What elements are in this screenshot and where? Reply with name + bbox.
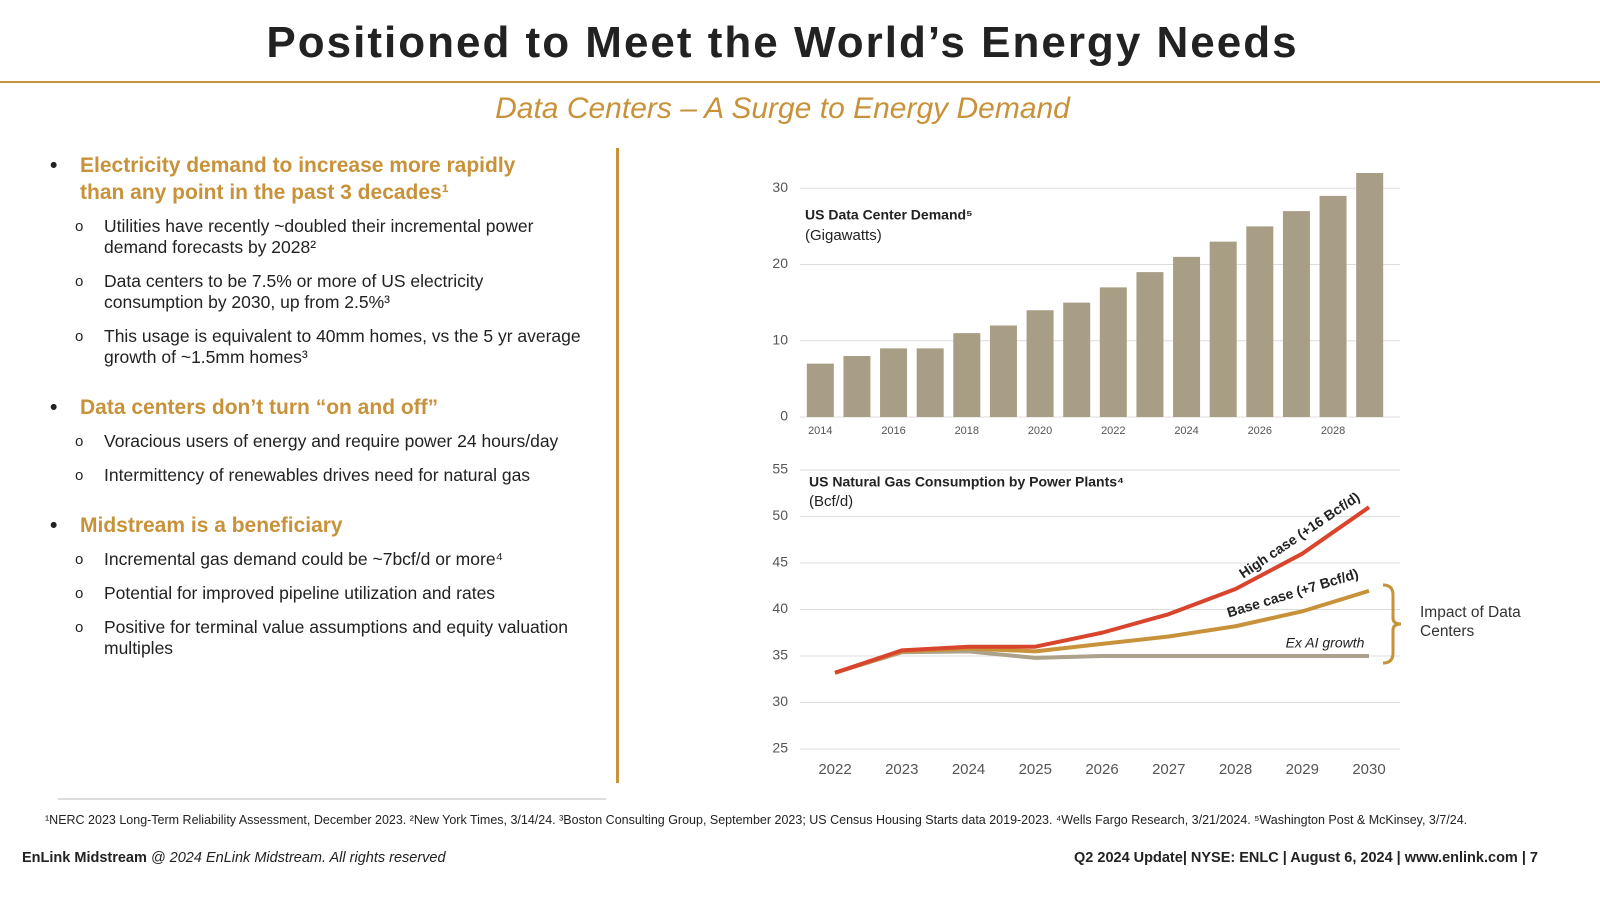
x-tick-label: 2024 — [952, 761, 985, 778]
line — [834, 649, 1369, 675]
x-tick-label: 2025 — [1019, 761, 1052, 778]
y-tick-label: 35 — [772, 647, 788, 663]
y-tick-label: 45 — [772, 554, 788, 570]
bar — [880, 348, 908, 417]
x-tick-label: 2030 — [1352, 761, 1385, 778]
chart-subtitle: (Gigawatts) — [805, 227, 882, 244]
series-label: High case (+16 Bcf/d) — [1236, 489, 1363, 582]
bullet-group: Electricity demand to increase more rapi… — [50, 152, 590, 368]
bullet-group: Midstream is a beneficiary Incremental ga… — [50, 512, 590, 659]
bar — [1246, 226, 1274, 417]
bracket — [1382, 583, 1402, 665]
bar — [1282, 211, 1310, 417]
y-tick-label: 25 — [772, 740, 788, 756]
x-tick-label: 2026 — [1248, 425, 1272, 437]
x-tick-label: 2022 — [1101, 425, 1125, 437]
chart-subtitle: (Bcf/d) — [809, 493, 853, 510]
bar — [1026, 310, 1054, 417]
bar — [1209, 241, 1237, 417]
subtitle: Data Centers – A Surge to Energy Demand — [495, 92, 1070, 125]
copyright: @ 2024 EnLink Midstream. All rights rese… — [146, 850, 446, 866]
x-tick-label: 2026 — [1085, 761, 1118, 778]
bullet-heading: Midstream is a beneficiary — [50, 512, 550, 539]
sub-bullet: Voracious users of energy and require po… — [50, 431, 584, 452]
bar — [1319, 195, 1347, 417]
series-label: Ex AI growth — [1286, 635, 1365, 651]
bar — [806, 363, 834, 417]
y-tick-label: 30 — [772, 693, 788, 709]
bar — [1063, 302, 1091, 417]
y-tick-label: 40 — [772, 600, 788, 616]
company: EnLink Midstream — [22, 850, 147, 866]
bullet-list: Electricity demand to increase more rapi… — [50, 152, 590, 685]
bullet-group: Data centers don’t turn “on and off” Vora… — [50, 394, 590, 486]
x-tick-label: 2020 — [1028, 425, 1052, 437]
y-tick-label: 30 — [772, 179, 788, 195]
x-tick-label: 2024 — [1174, 425, 1198, 437]
bar — [953, 333, 981, 417]
sub-bullet: Positive for terminal value assumptions … — [50, 617, 584, 659]
bar — [843, 356, 871, 417]
x-tick-label: 2014 — [808, 425, 832, 437]
sub-bullet: This usage is equivalent to 40mm homes, … — [50, 326, 584, 368]
x-tick-label: 2027 — [1152, 761, 1185, 778]
bar — [1099, 287, 1127, 417]
y-tick-label: 20 — [772, 255, 788, 271]
bar — [1173, 256, 1201, 417]
y-tick-label: 50 — [772, 507, 788, 523]
chart-title: US Data Center Demand⁵ — [805, 207, 973, 223]
y-tick-label: 10 — [772, 331, 788, 347]
footnotes: ¹NERC 2023 Long-Term Reliability Assessm… — [45, 813, 1468, 827]
footer-right: Q2 2024 Update| NYSE: ENLC | August 6, 2… — [1074, 850, 1538, 866]
x-tick-label: 2028 — [1321, 425, 1345, 437]
x-tick-label: 2028 — [1219, 761, 1252, 778]
x-tick-label: 2018 — [955, 425, 979, 437]
sub-bullet: Incremental gas demand could be ~7bcf/d … — [50, 549, 584, 570]
bullet-heading: Electricity demand to increase more rapi… — [50, 152, 550, 206]
line — [834, 505, 1371, 675]
x-tick-label: 2023 — [885, 761, 918, 778]
bar — [1136, 272, 1164, 417]
bar — [989, 325, 1017, 417]
sub-bullet: Intermittency of renewables drives need … — [50, 465, 584, 486]
footer-left: EnLink Midstream @ 2024 EnLink Midstream… — [22, 850, 446, 866]
y-tick-label: 55 — [772, 461, 788, 477]
divider — [616, 148, 619, 783]
x-tick-label: 2016 — [881, 425, 905, 437]
x-tick-label: 2022 — [818, 761, 851, 778]
sub-bullet: Potential for improved pipeline utilizat… — [50, 583, 584, 604]
bullet-heading: Data centers don’t turn “on and off” — [50, 394, 550, 421]
footnote-rule — [58, 798, 606, 800]
bar — [1356, 173, 1384, 417]
y-tick-label: 0 — [780, 408, 788, 424]
sub-bullet: Utilities have recently ~doubled their i… — [50, 216, 584, 258]
title: Positioned to Meet the World’s Energy Ne… — [266, 18, 1299, 67]
sub-bullet: Data centers to be 7.5% or more of US el… — [50, 271, 584, 313]
bar — [916, 348, 944, 417]
annotation: Impact of Data Centers — [1420, 604, 1521, 640]
chart-title: US Natural Gas Consumption by Power Plan… — [809, 474, 1124, 490]
x-tick-label: 2029 — [1286, 761, 1319, 778]
title-rule — [0, 81, 1600, 83]
